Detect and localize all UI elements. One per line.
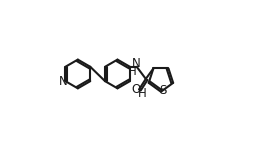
Text: N: N [132,57,141,70]
Text: H: H [128,65,136,78]
Text: H: H [138,87,146,100]
Text: O: O [131,83,141,96]
Text: S: S [159,84,166,97]
Text: N: N [59,75,68,88]
